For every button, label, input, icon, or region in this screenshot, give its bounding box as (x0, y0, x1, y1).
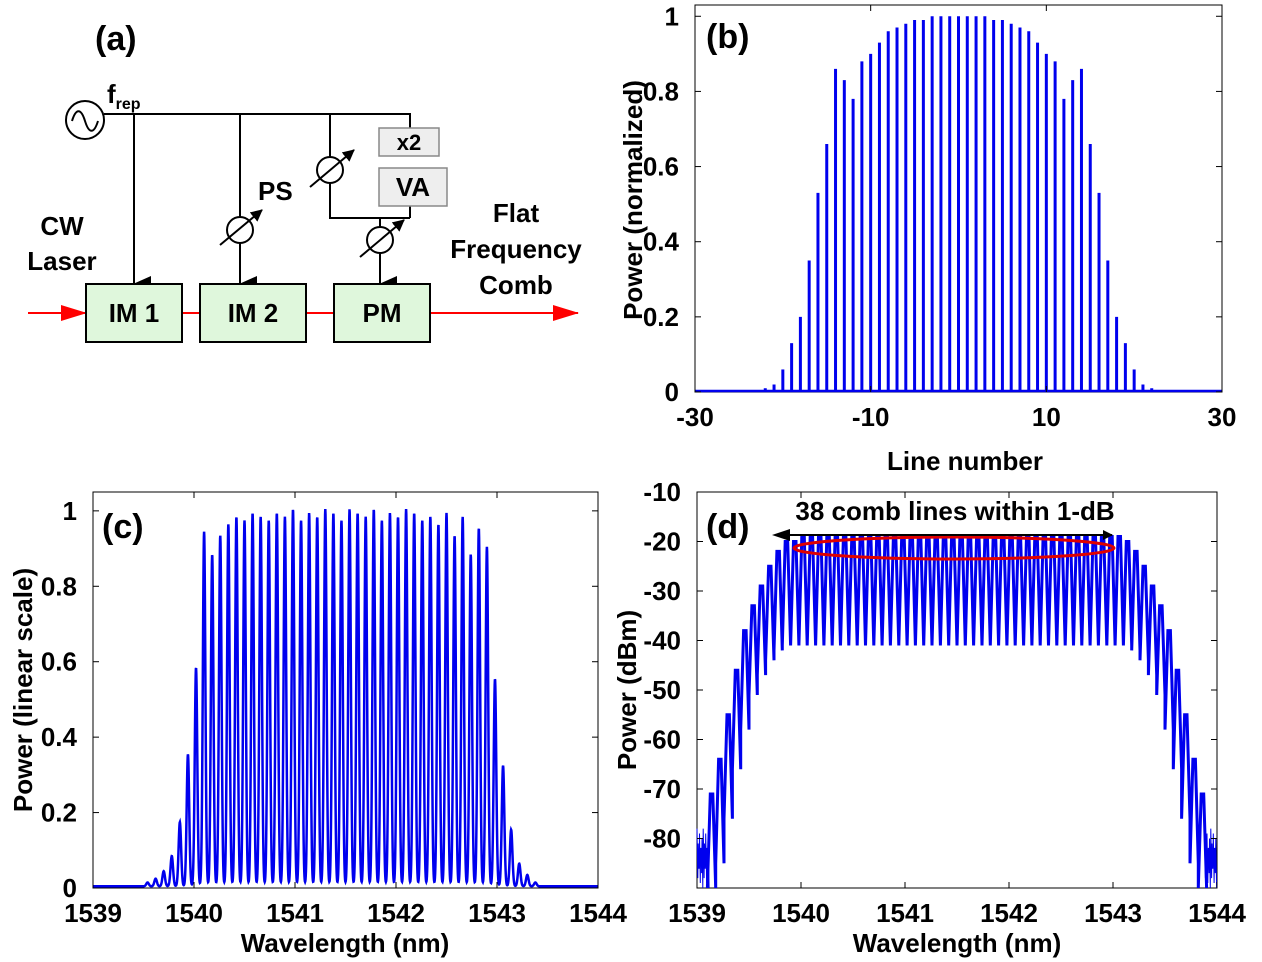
y-tick-label: 0.2 (41, 798, 77, 828)
series-d (696, 535, 1218, 889)
ticks-d: 1539 1540 1541 1542 1543 1544 -10 -20 -30 -40 -50 -… (643, 477, 1246, 928)
rf-line-pm (329, 114, 397, 292)
y-axis-label-b: Power (normalized) (618, 80, 648, 320)
series-c (93, 509, 598, 888)
one-db-ellipse (792, 535, 1116, 561)
im1-label: IM 1 (109, 298, 160, 328)
y-tick-label: -60 (643, 725, 681, 755)
x-tick-label: 1541 (876, 898, 934, 928)
y-tick-label: -70 (643, 774, 681, 804)
output-label-comb: Comb (479, 270, 553, 300)
y-tick-label: -40 (643, 626, 681, 656)
x-tick-label: -30 (676, 402, 714, 432)
y-tick-label: 1 (63, 496, 77, 526)
panel-d-label: (d) (706, 508, 749, 546)
x-tick-label: 1540 (165, 898, 223, 928)
panel-b-chart: -30 -10 10 30 0 0.2 0.4 0.6 0.8 1 (b) Line number… (618, 1, 1236, 476)
y-tick-label: 0.6 (643, 152, 679, 182)
x-tick-label: 1543 (468, 898, 526, 928)
y-tick-label: -50 (643, 675, 681, 705)
frep-label: frep (107, 79, 141, 113)
x-tick-label: 1541 (266, 898, 324, 928)
x-tick-label: 1539 (668, 898, 726, 928)
x-tick-label: 1539 (64, 898, 122, 928)
x-tick-label: 1542 (980, 898, 1038, 928)
spectrum-trace (705, 535, 1209, 889)
panel-c-chart: 1539 1540 1541 1542 1543 1544 0 0.2 0.4 0.6 0.8 1 (… (8, 491, 627, 958)
noise-floor-right (1204, 828, 1218, 889)
phase-shifter-icon (359, 219, 405, 258)
annotation-arrow-left-head (772, 529, 790, 541)
x-tick-label: 1543 (1084, 898, 1142, 928)
ticks-b: -30 -10 10 30 0 0.2 0.4 0.6 0.8 1 (643, 1, 1237, 432)
x-axis-label-c: Wavelength (nm) (241, 928, 449, 958)
x-tick-label: 1544 (1188, 898, 1246, 928)
panel-a-diagram: (a) frep x2 VA PS CW Las (27, 20, 582, 343)
y-tick-label: 0.8 (41, 571, 77, 601)
x-tick-label: 1540 (772, 898, 830, 928)
noise-floor-left (696, 828, 710, 889)
im2-label: IM 2 (228, 298, 279, 328)
phase-shifter-icon (219, 209, 263, 246)
y-tick-label: 0.4 (41, 722, 78, 752)
sine-wave-icon (71, 110, 99, 132)
pm-box (333, 283, 431, 343)
panel-c-label: (c) (102, 508, 144, 546)
y-tick-label: -20 (643, 527, 681, 557)
phase-shifter-icon (309, 149, 355, 188)
y-tick-label: -80 (643, 824, 681, 854)
pm-label: PM (363, 298, 402, 328)
x-tick-label: 1542 (367, 898, 425, 928)
va-label: VA (396, 172, 430, 202)
panel-d-chart: 1539 1540 1541 1542 1543 1544 -10 -20 -30 -40 -50 -… (612, 477, 1246, 958)
x-tick-label: 10 (1032, 402, 1061, 432)
x-tick-label: -10 (852, 402, 890, 432)
y-tick-label: -10 (643, 477, 681, 507)
x-tick-label: 1544 (569, 898, 627, 928)
annotation-text: 38 comb lines within 1-dB (795, 496, 1114, 526)
multiplier-label: x2 (397, 130, 421, 155)
plot-area-d (696, 491, 1218, 889)
va-box (378, 167, 448, 207)
cw-label: CW (40, 211, 84, 241)
output-label-frequency: Frequency (450, 234, 582, 264)
x-axis-label-b: Line number (887, 446, 1043, 476)
y-tick-label: -30 (643, 576, 681, 606)
x-axis-label-d: Wavelength (nm) (853, 928, 1061, 958)
y-tick-label: 0.2 (643, 302, 679, 332)
y-tick-label: 0.6 (41, 647, 77, 677)
panel-a-label: (a) (95, 20, 137, 58)
im1-box (85, 283, 183, 343)
im2-box (199, 283, 307, 343)
ticks-c: 1539 1540 1541 1542 1543 1544 0 0.2 0.4 0.6 0.8 1 (41, 492, 627, 928)
rf-line (104, 113, 411, 128)
laser-label: Laser (27, 246, 96, 276)
output-label-flat: Flat (493, 198, 540, 228)
y-axis-label-d: Power (dBm) (612, 610, 642, 770)
ps-label: PS (258, 176, 293, 206)
y-tick-label: 1 (665, 1, 679, 31)
panel-b-label: (b) (706, 18, 749, 56)
spectrum-trace (93, 509, 598, 888)
y-tick-label: 0.8 (643, 76, 679, 106)
y-tick-label: 0.4 (643, 227, 680, 257)
x-tick-label: 30 (1208, 402, 1237, 432)
multiplier-box (378, 127, 440, 157)
y-axis-label-c: Power (linear scale) (8, 568, 38, 812)
series-b (695, 16, 1222, 393)
y-tick-label: 0 (665, 377, 679, 407)
y-tick-label: 0 (63, 873, 77, 903)
plot-area-c (92, 491, 599, 889)
